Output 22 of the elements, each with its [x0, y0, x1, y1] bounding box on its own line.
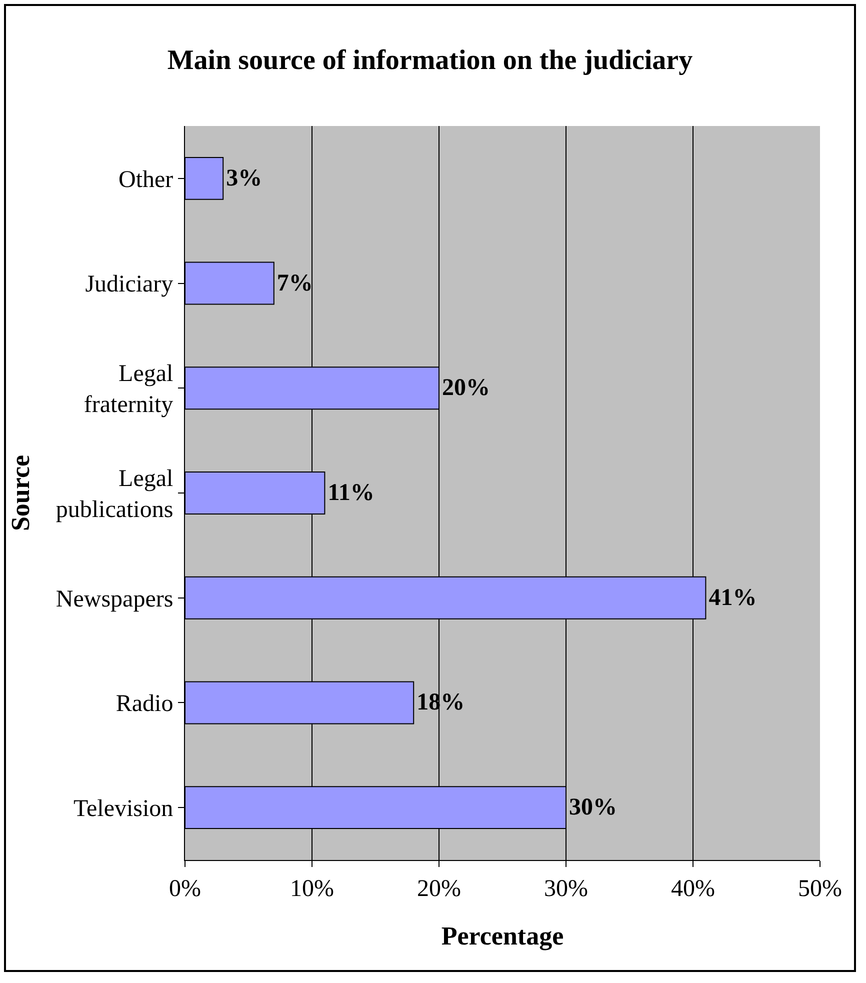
x-tick-label: 40%	[671, 876, 715, 902]
y-tick-label: Other	[118, 166, 174, 193]
y-tick-label: Judiciary	[85, 272, 174, 298]
data-label: 3%	[226, 165, 262, 192]
x-tick-label: 0%	[169, 876, 201, 902]
y-tick-label: Television	[74, 796, 174, 822]
data-label: 41%	[708, 584, 757, 611]
x-tick-label: 30%	[544, 876, 588, 902]
y-tick-label: Newspapers	[56, 586, 174, 612]
data-label: 30%	[569, 794, 617, 821]
x-axis-title: Percentage	[441, 922, 564, 950]
y-tick-label: Legal fraternity	[84, 360, 174, 418]
y-axis-title: Source	[6, 454, 35, 532]
y-tick-label: Radio	[116, 691, 174, 718]
chart-title: Main source of information on the judiciary	[167, 44, 693, 76]
data-label: 7%	[276, 270, 313, 296]
y-tick-label: Legal publications	[56, 466, 174, 523]
data-label: 11%	[328, 480, 374, 506]
x-tick-label: 20%	[417, 876, 461, 902]
x-tick-label: 50%	[798, 876, 842, 902]
x-tick-label: 10%	[290, 876, 334, 902]
data-label: 20%	[442, 375, 490, 402]
